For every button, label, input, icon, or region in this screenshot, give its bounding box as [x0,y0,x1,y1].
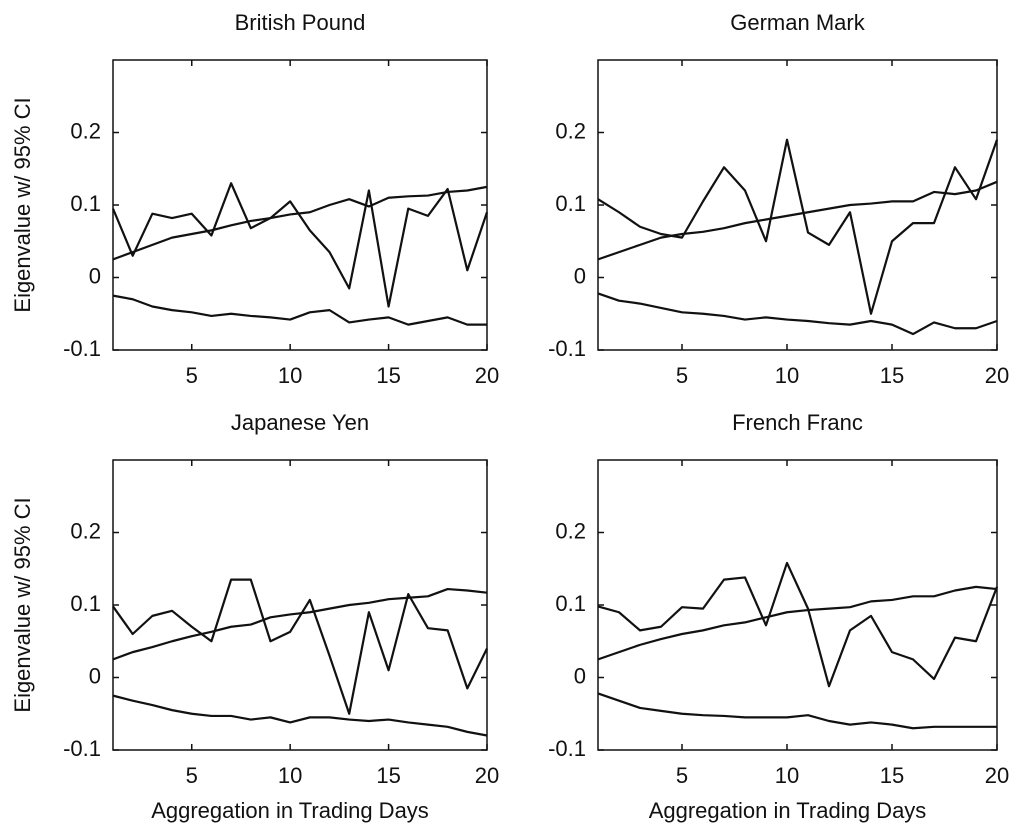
x-tick-label: 15 [376,763,400,788]
y-tick-label: 0.2 [70,518,101,543]
series-line [112,694,488,737]
chart-title: French Franc [732,410,863,435]
x-tick-label: 15 [880,763,904,788]
y-axis-label: Eigenvalue w/ 95% CI [10,97,35,312]
y-tick-label: 0 [89,263,101,288]
y-tick-label: 0.1 [555,191,586,216]
y-tick-label: 0 [574,263,586,288]
y-tick-label: 0.2 [555,118,586,143]
series-line [112,294,487,326]
x-tick-label: 20 [985,763,1009,788]
y-tick-label: 0 [574,663,586,688]
y-tick-label: 0.1 [70,191,101,216]
y-tick-label: -0.1 [63,736,101,761]
series-line [111,182,489,308]
x-tick-label: 5 [186,363,198,388]
y-tick-label: 0.2 [555,518,586,543]
series-line [597,292,998,336]
series-line [597,180,998,261]
y-tick-label: -0.1 [548,336,586,361]
axes-frame [597,459,998,751]
x-tick-label: 20 [475,763,499,788]
series-line [597,138,999,315]
y-tick-label: -0.1 [548,736,586,761]
x-tick-label: 15 [880,363,904,388]
x-tick-label: 10 [278,363,302,388]
chart-title: Japanese Yen [231,410,369,435]
axes-frame [112,459,488,751]
y-tick-label: 0.1 [555,591,586,616]
chart-title: German Mark [730,10,865,35]
x-tick-label: 20 [475,363,499,388]
x-tick-label: 5 [676,763,688,788]
y-axis-label: Eigenvalue w/ 95% CI [10,497,35,712]
x-tick-label: 10 [775,363,799,388]
axes-frame [112,59,488,351]
y-tick-label: -0.1 [63,336,101,361]
x-tick-label: 20 [985,363,1009,388]
series-line [597,692,997,730]
x-tick-label: 5 [186,763,198,788]
y-tick-label: 0.1 [70,591,101,616]
y-tick-label: 0 [89,663,101,688]
series-line [112,587,488,661]
series-line [112,185,488,261]
y-tick-label: 0.2 [70,118,101,143]
x-tick-label: 5 [676,363,688,388]
x-tick-label: 15 [376,363,400,388]
x-axis-label: Aggregation in Trading Days [151,798,429,823]
series-line [597,561,999,688]
x-tick-label: 10 [775,763,799,788]
x-tick-label: 10 [278,763,302,788]
series-line [597,585,998,661]
x-axis-label: Aggregation in Trading Days [649,798,927,823]
series-line [112,578,488,715]
chart-title: British Pound [235,10,366,35]
